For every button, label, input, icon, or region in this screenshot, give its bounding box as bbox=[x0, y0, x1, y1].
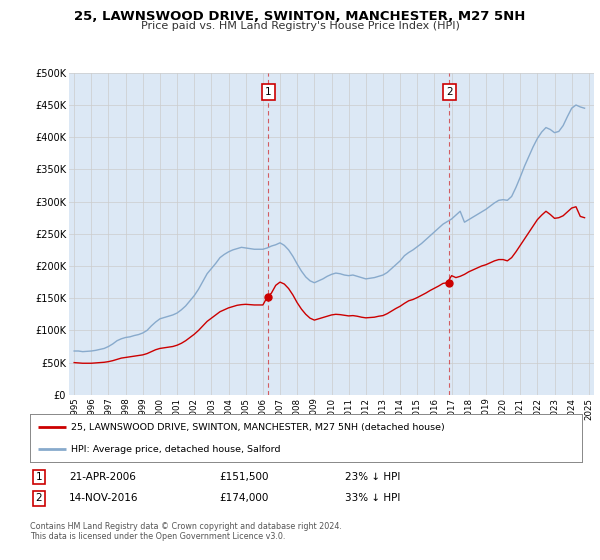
Text: 33% ↓ HPI: 33% ↓ HPI bbox=[345, 493, 400, 503]
Text: 2: 2 bbox=[35, 493, 43, 503]
Text: 25, LAWNSWOOD DRIVE, SWINTON, MANCHESTER, M27 5NH (detached house): 25, LAWNSWOOD DRIVE, SWINTON, MANCHESTER… bbox=[71, 423, 445, 432]
Text: 1: 1 bbox=[265, 87, 272, 97]
Text: 2: 2 bbox=[446, 87, 452, 97]
Text: 1: 1 bbox=[35, 472, 43, 482]
Text: £151,500: £151,500 bbox=[219, 472, 269, 482]
Text: 14-NOV-2016: 14-NOV-2016 bbox=[69, 493, 139, 503]
Text: 23% ↓ HPI: 23% ↓ HPI bbox=[345, 472, 400, 482]
Text: HPI: Average price, detached house, Salford: HPI: Average price, detached house, Salf… bbox=[71, 445, 281, 454]
Text: £174,000: £174,000 bbox=[219, 493, 268, 503]
Text: 25, LAWNSWOOD DRIVE, SWINTON, MANCHESTER, M27 5NH: 25, LAWNSWOOD DRIVE, SWINTON, MANCHESTER… bbox=[74, 10, 526, 23]
Text: 21-APR-2006: 21-APR-2006 bbox=[69, 472, 136, 482]
Text: Price paid vs. HM Land Registry's House Price Index (HPI): Price paid vs. HM Land Registry's House … bbox=[140, 21, 460, 31]
Text: Contains HM Land Registry data © Crown copyright and database right 2024.
This d: Contains HM Land Registry data © Crown c… bbox=[30, 522, 342, 542]
